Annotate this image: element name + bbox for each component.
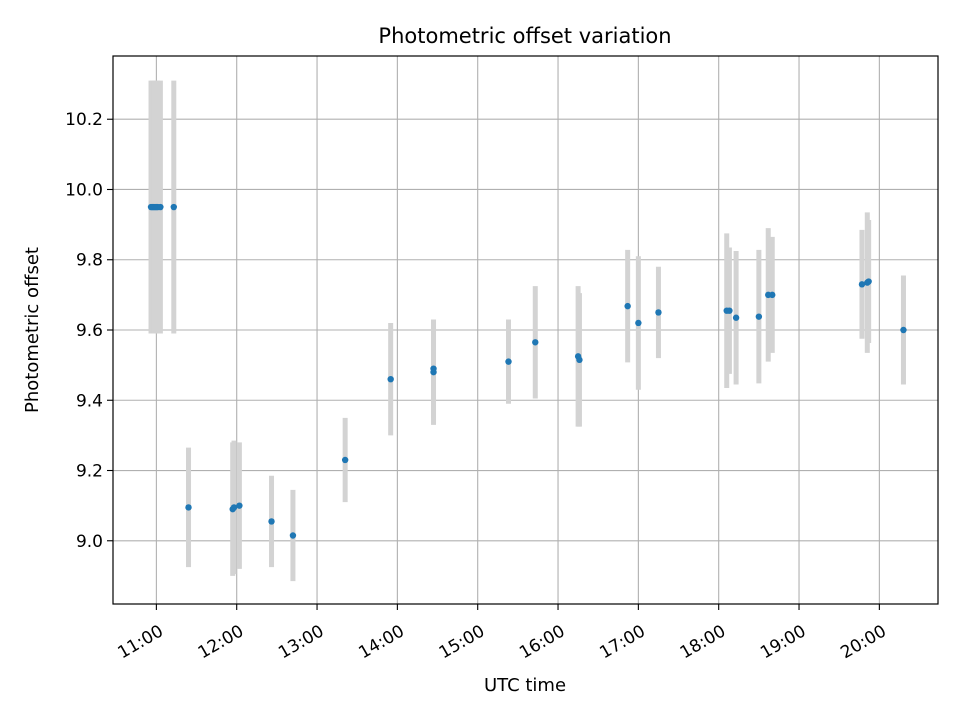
y-axis-ticks: 9.0 9.2 9.4 9.6 9.8 10.0 10.2 bbox=[65, 110, 113, 552]
y-tick-label: 10.0 bbox=[65, 180, 103, 200]
data-point bbox=[185, 504, 192, 511]
data-point bbox=[236, 502, 243, 509]
data-point bbox=[865, 278, 872, 285]
data-point bbox=[858, 281, 866, 288]
data-point bbox=[230, 504, 238, 511]
y-tick-label: 9.4 bbox=[76, 391, 103, 411]
data-point bbox=[655, 309, 662, 316]
y-tick-label: 9.0 bbox=[76, 532, 103, 552]
data-point bbox=[268, 518, 275, 525]
data-point bbox=[900, 326, 907, 334]
data-point bbox=[157, 203, 164, 211]
data-point bbox=[755, 313, 763, 320]
y-axis-title: Photometric offset bbox=[22, 247, 43, 413]
data-point bbox=[505, 358, 512, 365]
data-point bbox=[769, 291, 776, 299]
data-point bbox=[732, 314, 740, 321]
data-point bbox=[341, 456, 349, 464]
data-point bbox=[170, 203, 177, 211]
y-tick-label: 9.2 bbox=[76, 462, 103, 482]
y-tick-label: 9.6 bbox=[76, 321, 103, 341]
data-point bbox=[387, 375, 394, 383]
data-point bbox=[430, 365, 437, 372]
data-point bbox=[635, 319, 642, 327]
grid bbox=[113, 56, 938, 604]
y-tick-label: 10.2 bbox=[65, 110, 103, 130]
data-points bbox=[147, 203, 907, 539]
data-point bbox=[624, 302, 631, 310]
data-point bbox=[576, 356, 583, 364]
y-tick-label: 9.8 bbox=[76, 251, 103, 271]
chart-title: Photometric offset variation bbox=[378, 24, 671, 48]
data-point bbox=[726, 307, 733, 314]
x-axis-title: UTC time bbox=[484, 675, 566, 696]
data-point bbox=[532, 339, 539, 346]
data-point bbox=[289, 532, 297, 539]
